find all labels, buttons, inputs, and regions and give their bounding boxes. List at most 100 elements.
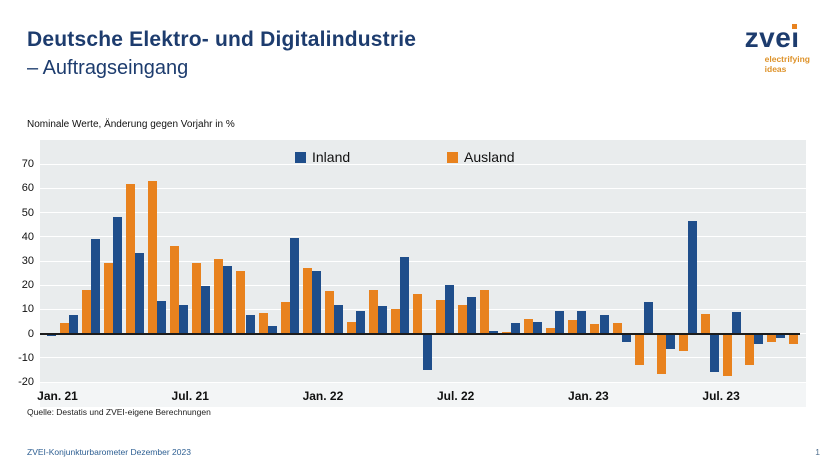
bar-ausland-2023-01 <box>590 323 600 334</box>
bar-ausland-2021-02 <box>81 290 91 334</box>
zvei-logo: zveı electrifying ideas <box>744 22 810 75</box>
y-tick-label-70: 70 <box>21 158 34 171</box>
y-tick-label-0: 0 <box>27 327 34 340</box>
bar-inland-2022-09 <box>488 331 498 334</box>
x-tick-label-jan-21: Jan. 21 <box>37 389 78 403</box>
footer-document-title: ZVEI-Konjunkturbarometer Dezember 2023 <box>27 447 191 457</box>
bar-inland-2021-10 <box>245 315 255 334</box>
bar-inland-2021-12 <box>289 238 299 334</box>
bar-ausland-2023-10 <box>789 333 799 345</box>
bar-ausland-2023-05 <box>678 333 688 351</box>
bar-inland-2021-11 <box>267 326 277 334</box>
bar-ausland-2023-02 <box>612 322 622 334</box>
legend-ausland-label: Ausland <box>464 149 515 165</box>
bar-ausland-2021-09 <box>236 270 246 334</box>
bar-ausland-2022-01 <box>324 291 334 334</box>
zvei-wordmark: zveı <box>744 22 800 53</box>
bar-inland-2021-06 <box>157 300 167 334</box>
bar-inland-2021-01 <box>46 333 56 336</box>
bar-ausland-2023-04 <box>656 333 666 374</box>
bar-ausland-2021-04 <box>125 183 135 334</box>
x-tick-label-jan-23: Jan. 23 <box>568 389 609 403</box>
bar-ausland-2021-08 <box>214 258 224 334</box>
bar-ausland-2022-05 <box>413 293 423 334</box>
bar-ausland-2023-08 <box>745 333 755 366</box>
bar-ausland-2022-04 <box>391 309 401 334</box>
zero-axis-line <box>40 332 800 335</box>
y-tick-label-40: 40 <box>21 230 34 243</box>
bar-ausland-2021-05 <box>147 181 157 334</box>
x-tick-label-jul-22: Jul. 22 <box>436 389 475 403</box>
bar-inland-2022-07 <box>444 285 454 334</box>
bar-inland-2022-03 <box>356 310 366 334</box>
bar-inland-2022-01 <box>311 270 321 334</box>
bar-ausland-2022-10 <box>524 319 534 334</box>
inland-legend-swatch <box>295 151 306 163</box>
bar-inland-2022-02 <box>334 304 344 334</box>
bar-inland-2023-08 <box>732 311 742 334</box>
source-note: Quelle: Destatis und ZVEI-eigene Berechn… <box>27 407 211 417</box>
bar-inland-2023-01 <box>577 310 587 334</box>
bar-inland-2023-02 <box>599 315 609 334</box>
gridline--20 <box>40 381 806 383</box>
x-tick-label-jul-23: Jul. 23 <box>702 389 740 403</box>
bar-ausland-2023-07 <box>723 333 733 376</box>
bar-inland-2021-09 <box>223 265 233 334</box>
gridline-30 <box>40 260 806 262</box>
y-tick-label-30: 30 <box>21 255 34 267</box>
chart-subtitle: Nominale Werte, Änderung gegen Vorjahr i… <box>27 119 235 130</box>
y-tick-label-20: 20 <box>21 279 34 292</box>
bar-ausland-2022-08 <box>479 290 489 334</box>
bar-inland-2021-03 <box>90 239 100 334</box>
bar-ausland-2023-06 <box>700 314 710 334</box>
title-line-1: Deutsche Elektro- und Digitalindustrie <box>27 28 417 51</box>
y-tick-label-10: 10 <box>21 303 34 316</box>
bar-ausland-2021-06 <box>170 246 180 334</box>
bar-inland-2023-09 <box>754 333 764 345</box>
y-tick-label--20: -20 <box>18 376 34 388</box>
bar-ausland-2022-07 <box>457 304 467 334</box>
page-title: Deutsche Elektro- und Digitalindustrie –… <box>27 28 416 80</box>
legend-inland-label: Inland <box>312 149 351 165</box>
bar-inland-2023-05 <box>665 333 675 350</box>
y-tick-label-60: 60 <box>21 182 34 195</box>
gridline-40 <box>40 236 806 238</box>
bar-ausland-2022-12 <box>568 320 578 334</box>
bar-ausland-2023-03 <box>634 333 644 366</box>
bar-inland-2022-05 <box>400 257 410 334</box>
bar-inland-2021-07 <box>179 304 189 334</box>
x-tick-label-jan-22: Jan. 22 <box>302 389 344 403</box>
bar-ausland-2021-10 <box>258 313 268 334</box>
bar-ausland-2022-06 <box>435 299 445 334</box>
bar-inland-2022-11 <box>533 321 543 334</box>
bar-inland-2022-08 <box>466 297 476 334</box>
y-tick-label--10: -10 <box>18 351 34 364</box>
logo-tagline: electrifying ideas <box>764 54 810 75</box>
bar-inland-2021-05 <box>134 252 144 334</box>
bar-inland-2023-10 <box>776 333 786 339</box>
gridline-50 <box>40 212 806 214</box>
page-number: 1 <box>815 447 820 457</box>
bar-ausland-2021-03 <box>103 263 113 334</box>
bar-inland-2023-07 <box>710 333 720 373</box>
bar-inland-2021-02 <box>68 315 78 334</box>
legend-ausland: Ausland <box>447 149 515 165</box>
x-tick-label-jul-21: Jul. 21 <box>171 389 209 403</box>
bar-inland-2022-12 <box>555 310 565 334</box>
gridline-70 <box>40 163 806 165</box>
bar-ausland-2023-09 <box>767 333 777 343</box>
bar-ausland-2021-12 <box>302 268 312 334</box>
legend-inland: Inland <box>295 149 350 165</box>
y-tick-label-50: 50 <box>21 206 34 219</box>
title-line-2: – Auftragseingang <box>27 57 189 79</box>
bar-inland-2021-08 <box>201 286 211 334</box>
bar-inland-2023-03 <box>621 333 631 343</box>
bar-inland-2022-10 <box>511 322 521 334</box>
bar-ausland-2022-11 <box>546 327 556 334</box>
bar-inland-2023-06 <box>687 221 697 334</box>
gridline-60 <box>40 187 806 189</box>
x-axis-strip <box>40 382 806 407</box>
bar-ausland-2021-11 <box>280 302 290 334</box>
bar-ausland-2022-02 <box>347 321 357 334</box>
